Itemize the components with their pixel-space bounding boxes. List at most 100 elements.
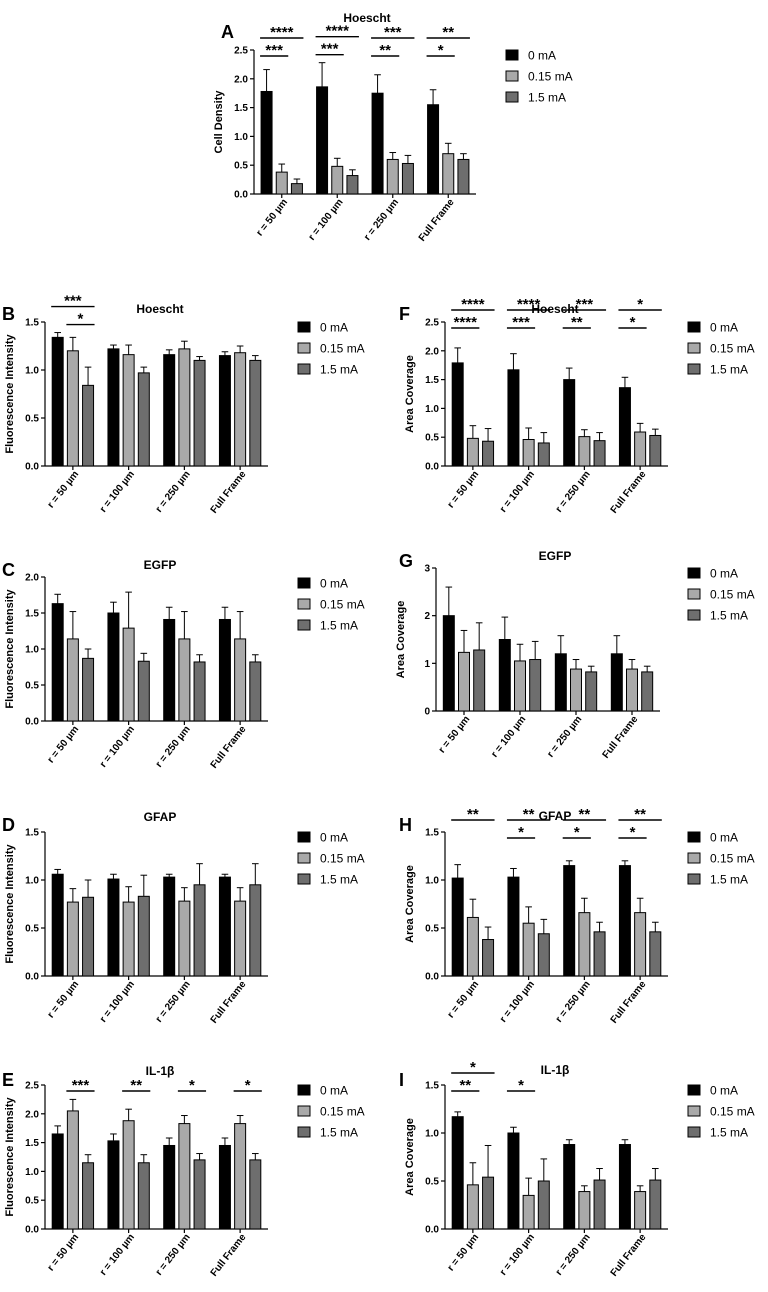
legend-swatch — [687, 873, 701, 885]
significance-label: * — [574, 824, 580, 841]
y-tick-label: 1.5 — [25, 318, 39, 329]
legend-swatch — [687, 588, 701, 600]
significance-label: ** — [571, 314, 583, 331]
x-tick-label: r = 100 µm — [98, 469, 137, 515]
bar — [66, 901, 79, 977]
y-tick-label: 2.5 — [425, 318, 439, 329]
panel-a: A Hoescht 0.0 0.5 1.0 1.5 2.0 2.5 Cell Density r … — [213, 11, 573, 244]
bar — [482, 1176, 495, 1230]
legend-swatch — [505, 49, 519, 61]
x-tick-label: r = 250 µm — [154, 979, 193, 1025]
legend-label: 1.5 mA — [710, 609, 748, 623]
bar — [641, 671, 654, 712]
bar — [466, 1184, 479, 1230]
x-tick-label: r = 50 µm — [446, 469, 482, 510]
bar — [563, 865, 576, 977]
y-tick-label: 1.5 — [425, 1081, 439, 1092]
bar — [234, 638, 247, 722]
bar — [522, 439, 535, 467]
bar — [554, 653, 567, 712]
y-tick-label: 0.5 — [25, 681, 39, 692]
bar — [51, 603, 64, 722]
significance-label: *** — [72, 1077, 90, 1094]
legend-label: 0.15 mA — [710, 342, 755, 356]
y-axis-title: Fluorescence Intensity — [4, 844, 16, 964]
panel-letter: G — [399, 551, 413, 571]
legend-swatch — [297, 342, 311, 354]
legend-swatch — [297, 619, 311, 631]
x-tick-label: r = 100 µm — [498, 979, 537, 1025]
bar — [66, 638, 79, 722]
legend-swatch — [297, 1105, 311, 1117]
significance-label: *** — [576, 296, 594, 313]
y-axis-title: Area Coverage — [404, 1118, 416, 1196]
legend-swatch — [297, 598, 311, 610]
legend-swatch — [297, 363, 311, 375]
y-tick-label: 2.0 — [425, 346, 439, 357]
bar — [634, 1191, 647, 1230]
bar — [626, 668, 638, 712]
chart-title: IL-1β — [146, 1064, 175, 1078]
panel-letter: E — [2, 1070, 14, 1090]
legend-label: 0 mA — [320, 321, 348, 335]
legend-swatch — [687, 342, 701, 354]
bar — [137, 1162, 150, 1230]
bar — [122, 901, 135, 977]
bar — [442, 615, 455, 712]
bar — [178, 1123, 191, 1230]
legend-label: 0 mA — [320, 577, 348, 591]
bar — [51, 873, 64, 977]
y-tick-label: 0 — [424, 707, 430, 718]
y-tick-label: 1.5 — [25, 828, 39, 839]
bar — [466, 437, 479, 467]
legend-swatch — [297, 831, 311, 843]
bar — [82, 1162, 95, 1230]
legend-label: 1.5 mA — [320, 873, 358, 887]
significance-label: *** — [384, 24, 402, 41]
panel-letter: A — [221, 22, 234, 42]
bar — [593, 1179, 606, 1230]
significance-label: * — [438, 42, 444, 59]
x-tick-label: r = 50 µm — [46, 469, 82, 510]
legend-swatch — [297, 873, 311, 885]
x-tick-label: r = 50 µm — [254, 197, 290, 238]
legend-label: 1.5 mA — [320, 619, 358, 633]
x-tick-label: Full Frame — [417, 197, 457, 244]
x-tick-label: r = 250 µm — [554, 1232, 593, 1278]
y-tick-label: 2.0 — [25, 573, 39, 584]
significance-label: * — [518, 824, 524, 841]
panel-i: I IL-1β 0.0 0.5 1.0 1.5 Area Coverage r = 50 µm… — [399, 1059, 755, 1279]
significance-label: *** — [321, 41, 339, 58]
x-tick-label: r = 250 µm — [554, 469, 593, 515]
x-tick-label: r = 250 µm — [154, 724, 193, 770]
bar — [137, 372, 150, 467]
bar — [401, 162, 414, 195]
x-tick-label: Full Frame — [209, 979, 249, 1026]
bar — [610, 653, 623, 712]
bar — [514, 660, 526, 712]
legend-swatch — [297, 577, 311, 589]
significance-label: **** — [270, 24, 294, 41]
bar — [218, 1144, 231, 1230]
x-tick-label: r = 50 µm — [446, 979, 482, 1020]
legend-label: 0 mA — [710, 567, 738, 581]
bar — [107, 612, 120, 722]
legend-label: 0 mA — [710, 831, 738, 845]
legend-label: 0 mA — [710, 1084, 738, 1098]
legend-label: 0.15 mA — [710, 588, 755, 602]
bar — [537, 933, 550, 977]
y-axis-title: Fluorescence Intensity — [4, 1097, 16, 1217]
y-axis-title: Area Coverage — [404, 355, 416, 433]
chart-title: Hoescht — [343, 11, 390, 25]
y-tick-label: 0.0 — [425, 1225, 439, 1236]
bar — [82, 896, 95, 977]
y-tick-label: 0.0 — [425, 972, 439, 983]
x-tick-label: r = 100 µm — [98, 1232, 137, 1278]
x-tick-label: r = 50 µm — [46, 979, 82, 1020]
x-tick-label: Full Frame — [209, 1232, 249, 1279]
x-tick-label: r = 100 µm — [498, 1232, 537, 1278]
legend-label: 0.15 mA — [320, 598, 365, 612]
legend-label: 1.5 mA — [528, 91, 566, 105]
bar — [178, 348, 191, 467]
bar — [249, 884, 262, 977]
